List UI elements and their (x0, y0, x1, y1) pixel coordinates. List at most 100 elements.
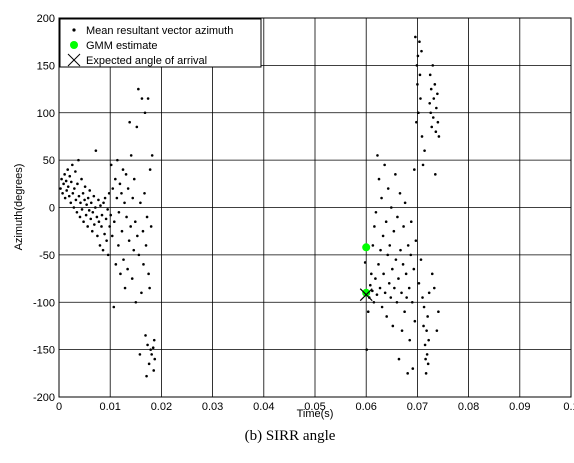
azimuth-point (126, 187, 130, 190)
azimuth-point (63, 173, 66, 176)
azimuth-point (107, 191, 111, 195)
azimuth-point (132, 248, 136, 252)
azimuth-point (143, 111, 147, 115)
azimuth-point (417, 111, 420, 115)
azimuth-point (121, 168, 125, 171)
azimuth-point (434, 173, 437, 176)
azimuth-point (416, 54, 420, 58)
azimuth-point (98, 244, 102, 247)
azimuth-point (430, 125, 434, 129)
azimuth-point (432, 97, 436, 100)
grid-lines (59, 18, 571, 397)
azimuth-point (386, 253, 390, 257)
azimuth-point (437, 310, 440, 314)
azimuth-point (133, 220, 137, 224)
azimuth-point (426, 315, 429, 318)
azimuth-point (97, 220, 101, 224)
azimuth-point (94, 149, 98, 152)
x-tick-label: 0.02 (151, 401, 172, 413)
azimuth-point (394, 258, 398, 261)
azimuth-point (433, 83, 437, 86)
azimuth-point (106, 253, 110, 257)
azimuth-point (140, 97, 144, 100)
azimuth-point (69, 180, 73, 184)
azimuth-point (135, 125, 139, 129)
azimuth-point (66, 168, 70, 171)
azimuth-point (383, 291, 387, 295)
azimuth-point (104, 217, 108, 221)
azimuth-point (410, 300, 414, 304)
azimuth-point (412, 267, 416, 271)
azimuth-point (148, 286, 151, 290)
x-tick-label: 0.1 (563, 401, 574, 413)
azimuth-point (129, 225, 132, 228)
azimuth-point (417, 282, 421, 285)
azimuth-point (386, 187, 390, 190)
azimuth-point (405, 296, 408, 299)
azimuth-point (89, 217, 93, 221)
azimuth-point (399, 248, 402, 252)
azimuth-point (147, 272, 150, 276)
azimuth-point (396, 215, 399, 219)
azimuth-point (400, 329, 404, 332)
azimuth-point (86, 225, 89, 228)
azimuth-point (100, 225, 103, 228)
azimuth-point (150, 353, 153, 356)
azimuth-point (108, 225, 111, 228)
gmm-estimate-point (362, 243, 371, 252)
y-tick-label: -100 (33, 297, 55, 309)
legend-marker-gmm-estimate (70, 41, 78, 49)
azimuth-point (73, 187, 76, 190)
azimuth-point (112, 305, 116, 309)
azimuth-point (112, 220, 116, 224)
azimuth-point (424, 357, 427, 361)
azimuth-point (101, 248, 105, 252)
azimuth-point (86, 196, 90, 200)
azimuth-point (429, 87, 433, 91)
azimuth-point (59, 187, 62, 190)
x-tick-label: 0.06 (355, 401, 376, 413)
azimuth-point (147, 362, 151, 366)
y-tick-label: 150 (37, 60, 55, 72)
azimuth-point (126, 267, 129, 271)
azimuth-point (144, 334, 147, 337)
azimuth-point (127, 239, 131, 242)
azimuth-point (148, 168, 152, 171)
azimuth-point (88, 189, 92, 192)
azimuth-point (81, 191, 85, 195)
azimuth-point (423, 343, 427, 347)
azimuth-point (64, 179, 68, 183)
azimuth-point (397, 357, 401, 361)
figure-caption: (b) SIRR angle (245, 428, 336, 444)
legend-box (59, 18, 262, 68)
azimuth-point (119, 272, 122, 276)
azimuth-point (375, 293, 379, 296)
y-tick-label: 100 (37, 108, 55, 120)
azimuth-point (62, 182, 65, 186)
azimuth-point (114, 177, 117, 181)
azimuth-point (391, 324, 395, 328)
azimuth-point (134, 300, 138, 304)
azimuth-point (82, 220, 85, 224)
y-axis-ticks: 200 150 100 50 0 -50 -100 -150 -200 (33, 13, 55, 404)
azimuth-point (413, 168, 416, 171)
azimuth-point (414, 239, 418, 242)
azimuth-point (426, 362, 430, 366)
azimuth-point (122, 258, 125, 261)
azimuth-point (79, 201, 82, 205)
azimuth-point (423, 149, 426, 152)
azimuth-point (425, 329, 428, 332)
azimuth-point (153, 357, 157, 361)
azimuth-point (370, 272, 373, 276)
azimuth-point (84, 213, 88, 217)
azimuth-point (120, 191, 123, 195)
azimuth-point (124, 173, 128, 176)
azimuth-point (74, 198, 78, 202)
azimuth-point (137, 253, 141, 257)
azimuth-point (68, 174, 72, 178)
azimuth-point (95, 215, 99, 219)
x-tick-label: 0.01 (99, 401, 120, 413)
azimuth-point (94, 206, 97, 209)
azimuth-point (392, 229, 396, 233)
azimuth-point (419, 258, 423, 261)
